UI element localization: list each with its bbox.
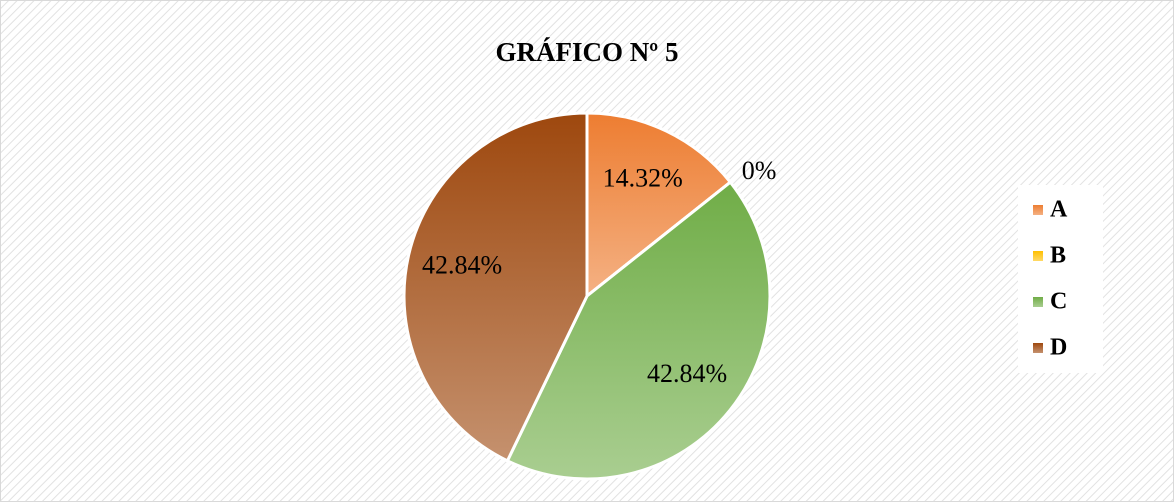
legend-swatch	[1033, 343, 1043, 353]
data-label: 0%	[742, 156, 777, 185]
legend-label: D	[1050, 335, 1067, 361]
legend-label: A	[1050, 197, 1068, 223]
legend-swatch	[1033, 297, 1043, 307]
chart-title: GRÁFICO Nº 5	[496, 37, 679, 67]
pie-slice	[585, 111, 733, 300]
data-label: 14.32%	[603, 164, 683, 193]
legend-label: B	[1050, 243, 1066, 269]
pie-slice	[402, 111, 589, 463]
pie-slice	[505, 180, 772, 481]
data-label: 42.84%	[647, 359, 727, 388]
legend-swatch	[1033, 251, 1043, 261]
legend-box	[1018, 185, 1103, 373]
legend-swatch	[1033, 205, 1043, 215]
legend-label: C	[1050, 289, 1067, 315]
data-label: 42.84%	[422, 250, 502, 279]
